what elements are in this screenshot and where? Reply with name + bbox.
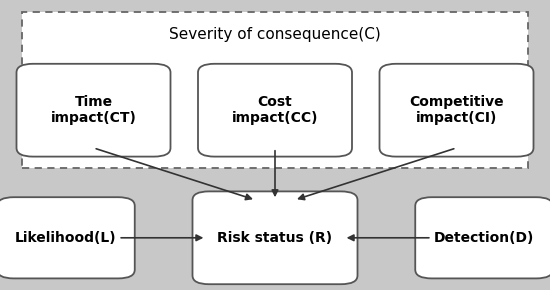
Text: Time
impact(CT): Time impact(CT): [51, 95, 136, 125]
Text: Risk status (R): Risk status (R): [217, 231, 333, 245]
FancyBboxPatch shape: [22, 12, 528, 168]
Text: Severity of consequence(C): Severity of consequence(C): [169, 27, 381, 42]
Text: Likelihood(L): Likelihood(L): [15, 231, 117, 245]
FancyBboxPatch shape: [415, 197, 550, 278]
Text: Cost
impact(CC): Cost impact(CC): [232, 95, 318, 125]
FancyBboxPatch shape: [192, 191, 358, 284]
FancyBboxPatch shape: [16, 64, 171, 157]
FancyBboxPatch shape: [198, 64, 352, 157]
Text: Competitive
impact(CI): Competitive impact(CI): [409, 95, 504, 125]
Text: Detection(D): Detection(D): [434, 231, 534, 245]
FancyBboxPatch shape: [0, 197, 135, 278]
FancyBboxPatch shape: [379, 64, 534, 157]
